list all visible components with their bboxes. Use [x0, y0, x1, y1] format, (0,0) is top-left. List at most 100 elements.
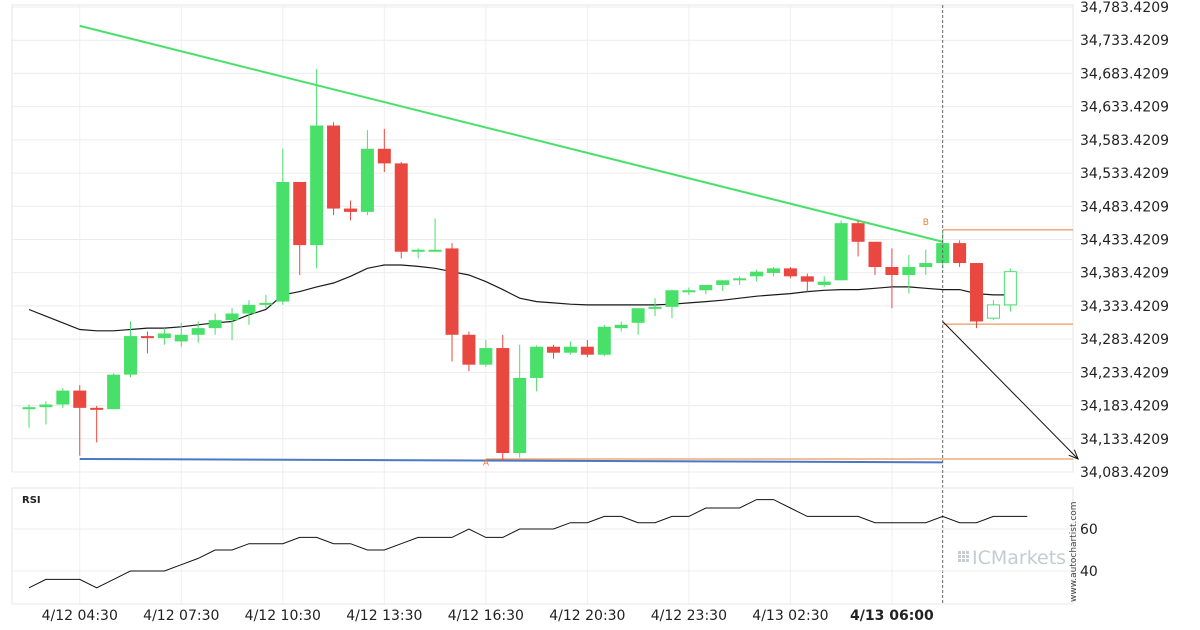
candle-body [462, 334, 476, 365]
candle-body [851, 223, 865, 242]
candle-body [90, 407, 104, 410]
rsi-panel: RSI 60 40 [11, 487, 1098, 605]
candle-body [682, 290, 696, 293]
candle [547, 344, 561, 359]
candlesticks [22, 69, 1017, 461]
candle [225, 308, 239, 341]
rsi-line [28, 499, 1028, 589]
candle [750, 269, 764, 282]
candle-body [225, 313, 239, 321]
trend-lines [79, 24, 943, 464]
y-tick-label: 34,433.4209 [1080, 233, 1169, 249]
x-tick-label: 4/12 04:30 [42, 608, 118, 624]
candle-body [547, 346, 561, 353]
candle-body [580, 346, 594, 355]
candle-body [428, 249, 442, 252]
candle-body [834, 223, 848, 281]
candle [90, 405, 104, 443]
candle-body [665, 290, 679, 307]
resistance-line [79, 24, 943, 243]
candle [530, 345, 544, 392]
candle-body [496, 348, 510, 454]
rsi-tick-label: 60 [1080, 522, 1098, 538]
price-grid [11, 4, 1074, 604]
candle [39, 401, 53, 425]
candle [191, 321, 205, 343]
y-tick-label: 34,483.4209 [1080, 199, 1169, 215]
candle-body [1003, 271, 1017, 306]
moving-average-line [28, 264, 1011, 332]
candle-body [817, 281, 831, 285]
candle-body [310, 125, 324, 246]
candle-body [648, 306, 662, 309]
candle [208, 313, 222, 335]
candle-body [56, 390, 70, 405]
candle-body [360, 148, 374, 212]
credit-text: www.autochartist.com [1069, 501, 1079, 602]
candle-body [800, 276, 814, 282]
candle-body [124, 336, 138, 375]
candle-body [936, 243, 950, 264]
candle [496, 334, 510, 461]
candle-body [563, 346, 577, 353]
y-tick-label: 34,583.4209 [1080, 133, 1169, 149]
candle [327, 122, 341, 216]
candle [124, 321, 138, 378]
candle [851, 220, 865, 257]
candle-body [174, 334, 188, 342]
candle [73, 385, 87, 456]
candle-body [733, 278, 747, 281]
candle-body [411, 249, 425, 252]
y-tick-label: 34,333.4209 [1080, 299, 1169, 315]
candle-body [107, 374, 121, 410]
candle-body [242, 304, 256, 314]
x-tick-label: 4/12 13:30 [346, 608, 422, 624]
candle [597, 324, 611, 357]
candle [310, 69, 324, 269]
candle-body [343, 208, 357, 212]
candle-body [208, 320, 222, 329]
candle [242, 300, 256, 325]
rsi-title: RSI [22, 495, 41, 506]
candle [513, 344, 527, 458]
candle-body [631, 308, 645, 323]
arrow-head [1068, 449, 1079, 460]
candle [986, 300, 1000, 321]
candle [394, 162, 408, 259]
candle [174, 322, 188, 347]
x-tick-label: 4/13 02:30 [752, 608, 828, 624]
candle [360, 130, 374, 216]
candle-body [986, 304, 1000, 319]
candle [614, 321, 628, 332]
level-lines [485, 229, 1073, 460]
y-tick-label: 34,533.4209 [1080, 166, 1169, 182]
candle-body [140, 336, 154, 339]
candle [733, 276, 747, 285]
candle-body [868, 241, 882, 268]
candle [445, 243, 459, 362]
plot-frame [11, 4, 1074, 473]
y-tick-label: 34,083.4209 [1080, 465, 1169, 481]
watermark-text: ICMarkets [972, 547, 1066, 569]
candle-body [902, 267, 916, 275]
candle [766, 267, 780, 277]
candle-body [157, 333, 171, 339]
logo-mark-icon [958, 551, 969, 562]
x-tick-label: 4/12 20:30 [549, 608, 625, 624]
candle-body [970, 263, 984, 322]
x-axis: 4/12 04:30 4/12 07:30 4/12 10:30 4/12 13:30… [42, 608, 934, 624]
candle-body [750, 271, 764, 277]
candle [140, 331, 154, 354]
y-tick-label: 34,733.4209 [1080, 33, 1169, 49]
candle [276, 148, 290, 305]
candle [953, 240, 967, 268]
y-tick-label: 34,383.4209 [1080, 266, 1169, 282]
candle [716, 280, 730, 291]
y-tick-label: 34,233.4209 [1080, 365, 1169, 381]
candle-body [327, 125, 341, 209]
candle-body [276, 181, 290, 302]
candle [107, 373, 121, 410]
candle [259, 294, 273, 309]
candle [868, 241, 882, 275]
